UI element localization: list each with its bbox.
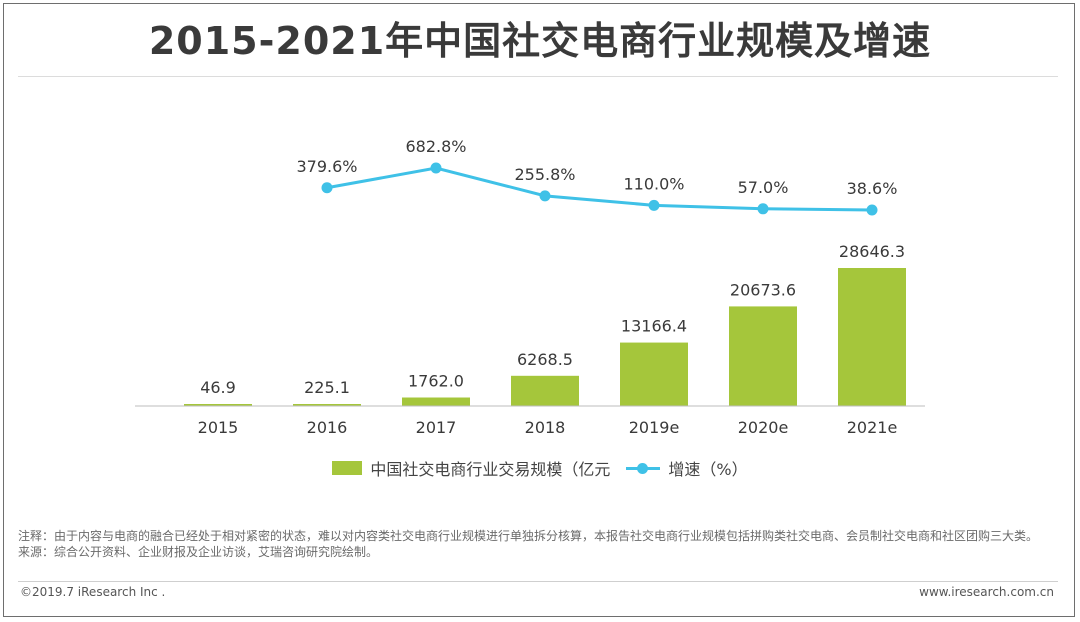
- x-tick-label-2019e: 2019e: [629, 418, 680, 437]
- growth-label-2020e: 57.0%: [738, 178, 789, 197]
- bar-value-label-2016: 225.1: [304, 378, 350, 397]
- source-text: 来源：综合公开资料、企业财报及企业访谈，艾瑞咨询研究院绘制。: [18, 545, 379, 559]
- note-text: 注释：由于内容与电商的融合已经处于相对紧密的状态，难以对内容类社交电商行业规模进…: [18, 529, 1039, 543]
- bar-2020e: [729, 306, 797, 406]
- growth-line: [326, 166, 873, 212]
- bar-2016: [293, 404, 361, 406]
- legend-item-scale: 中国社交电商行业交易规模（亿元: [332, 456, 610, 480]
- bar-value-label-2018: 6268.5: [517, 350, 573, 369]
- x-tick-label-2020e: 2020e: [738, 418, 789, 437]
- x-tick-label-2017: 2017: [416, 418, 457, 437]
- legend-swatch-bar: [332, 461, 363, 475]
- growth-label-2017: 682.8%: [405, 137, 466, 156]
- growth-label-2016: 379.6%: [296, 157, 357, 176]
- growth-point-2019e: [648, 199, 660, 211]
- legend-label-scale: 中国社交电商行业交易规模（亿元: [370, 460, 611, 479]
- growth-point-2021e: [866, 204, 878, 216]
- chart-title: 2015-2021年中国社交电商行业规模及增速: [148, 19, 932, 63]
- bar-value-label-2019e: 13166.4: [621, 317, 687, 336]
- bar-2021e: [838, 268, 906, 406]
- bars-layer: 46.9 225.1 1762.0 6268.5 13166.4 20673.6 28646…: [184, 242, 906, 406]
- x-tick-label-2021e: 2021e: [847, 418, 898, 437]
- bar-value-label-2015: 46.9: [200, 378, 236, 397]
- bar-2019e: [620, 342, 688, 406]
- growth-line-layer: 379.6% 682.8% 255.8% 110.0% 57.0% 38.6%: [296, 137, 897, 216]
- growth-point-2016: [321, 182, 333, 194]
- bar-value-label-2020e: 20673.6: [730, 280, 796, 299]
- growth-point-2018: [539, 190, 551, 202]
- legend: 中国社交电商行业交易规模（亿元 增速（%）: [0, 456, 1080, 480]
- bar-value-label-2017: 1762.0: [408, 372, 464, 391]
- bar-2018: [511, 375, 579, 406]
- footer-divider: [18, 581, 1058, 582]
- growth-label-2021e: 38.6%: [847, 179, 898, 198]
- legend-swatch-line: [626, 461, 661, 475]
- growth-label-2019e: 110.0%: [623, 174, 684, 193]
- notes: 注释：由于内容与电商的融合已经处于相对紧密的状态，难以对内容类社交电商行业规模进…: [18, 528, 1063, 560]
- title-divider: [18, 76, 1058, 77]
- bar-value-label-2021e: 28646.3: [839, 242, 905, 261]
- legend-label-growth: 增速（%）: [668, 460, 748, 479]
- copyright: ©2019.7 iResearch Inc .: [20, 585, 166, 599]
- growth-point-2020e: [757, 203, 769, 215]
- bar-2017: [402, 397, 470, 406]
- website-link: www.iresearch.com.cn: [919, 585, 1054, 599]
- x-tick-label-2015: 2015: [198, 418, 239, 437]
- growth-label-2018: 255.8%: [514, 165, 575, 184]
- legend-item-growth: 增速（%）: [626, 456, 748, 480]
- x-tick-label-2018: 2018: [525, 418, 566, 437]
- bar-2015: [184, 404, 252, 406]
- x-tick-labels: 2015 2016 2017 2018 2019e 2020e 2021e: [198, 418, 898, 437]
- x-tick-label-2016: 2016: [307, 418, 348, 437]
- growth-point-2017: [430, 162, 442, 174]
